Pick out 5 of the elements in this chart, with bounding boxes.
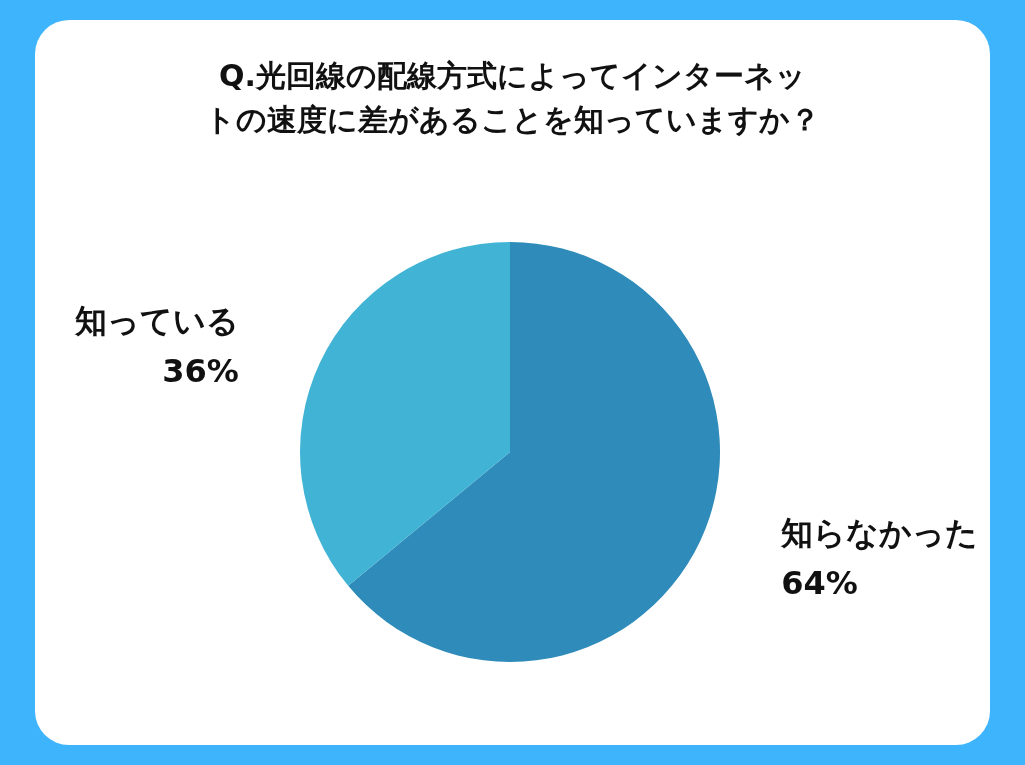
slice-label: 知っている (73, 301, 239, 340)
chart-title: Q.光回線の配線方式によってインターネットの速度に差があることを知っていますか？ (205, 57, 820, 137)
slice-label: 知らなかった (780, 514, 979, 553)
data-label: 64% (781, 564, 858, 603)
data-label: 36% (162, 351, 239, 390)
